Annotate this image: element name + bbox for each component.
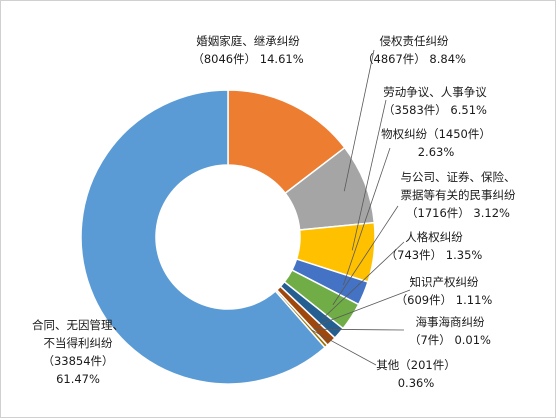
leader-line-8	[311, 329, 377, 366]
slice-label-7: 海事海商纠纷 （7件） 0.01%	[409, 315, 491, 347]
slice-label-8-line-1: 0.36%	[398, 376, 435, 390]
leader-line-1	[343, 49, 375, 192]
slice-label-1: 侵权责任纠纷 （4867件） 8.84%	[362, 34, 466, 66]
slice-label-1-line-0: 侵权责任纠纷	[380, 34, 449, 48]
slice-label-1-line-1: （4867件） 8.84%	[362, 52, 466, 66]
slice-label-4-line-0: 与公司、证券、保险、	[401, 170, 516, 184]
leader-line-6	[315, 289, 411, 327]
slice-label-0: 婚姻家庭、继承纠纷 （8046件） 14.61%	[192, 34, 303, 66]
slice-label-4: 与公司、证券、保险、票据等有关的民事纠纷 （1716件） 3.12%	[401, 170, 516, 220]
slice-label-9-line-3: 61.47%	[56, 372, 100, 386]
slice-label-0-line-0: 婚姻家庭、继承纠纷	[196, 34, 300, 48]
leader-line-7	[312, 328, 405, 331]
slice-label-3-line-1: 2.63%	[418, 145, 455, 159]
slice-label-7-line-1: （7件） 0.01%	[409, 333, 491, 347]
slice-9	[80, 89, 327, 385]
slice-label-3: 物权纠纷（1450件） 2.63%	[381, 127, 491, 159]
slice-label-8: 其他（201件） 0.36%	[376, 358, 455, 390]
leader-line-2	[351, 99, 387, 251]
slice-label-6-line-1: （609件） 1.11%	[396, 293, 493, 307]
slice-label-9-line-2: （33854件）	[42, 354, 113, 368]
slice-label-2-line-1: （3583件） 6.51%	[383, 103, 487, 117]
slice-label-4-line-1: 票据等有关的民事纠纷	[401, 188, 516, 202]
slice-label-4-line-2: （1716件） 3.12%	[406, 206, 510, 220]
slice-label-2-line-0: 劳动争议、人事争议	[383, 85, 487, 99]
slice-label-5-line-1: （743件） 1.35%	[386, 248, 483, 262]
slice-label-6-line-0: 知识产权纠纷	[410, 275, 479, 289]
leader-line-3	[343, 147, 391, 286]
slice-label-0-line-1: （8046件） 14.61%	[192, 52, 303, 66]
slice-label-9: 合同、无因管理、不当得利纠纷 （33854件） 61.47%	[32, 318, 124, 386]
slice-label-7-line-0: 海事海商纠纷	[416, 315, 485, 329]
slice-label-5: 人格权纠纷 （743件） 1.35%	[386, 230, 483, 262]
slice-label-9-line-0: 合同、无因管理、	[32, 318, 124, 332]
slice-label-6: 知识产权纠纷 （609件） 1.11%	[396, 275, 493, 307]
slice-label-8-line-0: 其他（201件）	[376, 358, 455, 372]
leader-line-5	[322, 241, 405, 320]
slice-label-3-line-0: 物权纠纷（1450件）	[381, 127, 491, 141]
slice-label-5-line-0: 人格权纠纷	[405, 230, 463, 244]
slice-label-2: 劳动争议、人事争议 （3583件） 6.51%	[383, 85, 487, 117]
slice-label-9-line-1: 不当得利纠纷	[44, 336, 113, 350]
leader-line-4	[332, 205, 399, 306]
